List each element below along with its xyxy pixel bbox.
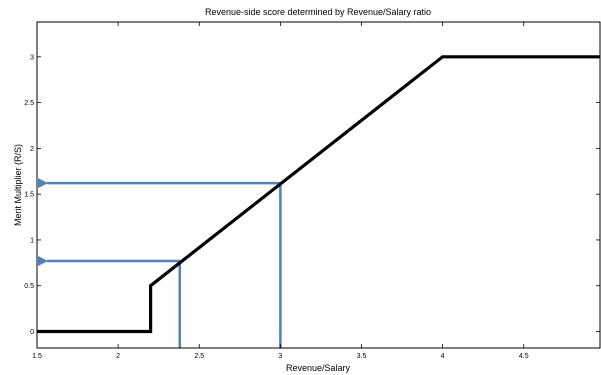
x-tick-label: 4 <box>441 353 445 360</box>
y-axis-title: Merit Multiplier (R/S) <box>13 144 23 226</box>
x-axis-title: Revenue/Salary <box>286 363 351 373</box>
y-tick-label: 2.5 <box>24 100 34 107</box>
chart-title: Revenue-side score determined by Revenue… <box>205 7 431 17</box>
x-tick-label: 4.5 <box>519 353 529 360</box>
x-tick-label: 3.5 <box>357 353 367 360</box>
plot-frame <box>36 21 601 349</box>
y-tick-label: 1.5 <box>24 192 34 199</box>
series-line-1 <box>37 55 600 334</box>
plot-background <box>37 22 600 348</box>
y-tick-label: 1 <box>30 237 34 244</box>
y-tick-label: 2 <box>30 146 34 153</box>
x-tick-label: 2 <box>116 353 120 360</box>
x-tick-label: 3 <box>278 353 282 360</box>
y-tick-label: 3 <box>30 54 34 61</box>
y-tick-label: 0 <box>30 329 34 336</box>
y-tick-label: 0.5 <box>24 283 34 290</box>
x-tick-label: 1.5 <box>32 353 42 360</box>
x-tick-label: 2.5 <box>194 353 204 360</box>
